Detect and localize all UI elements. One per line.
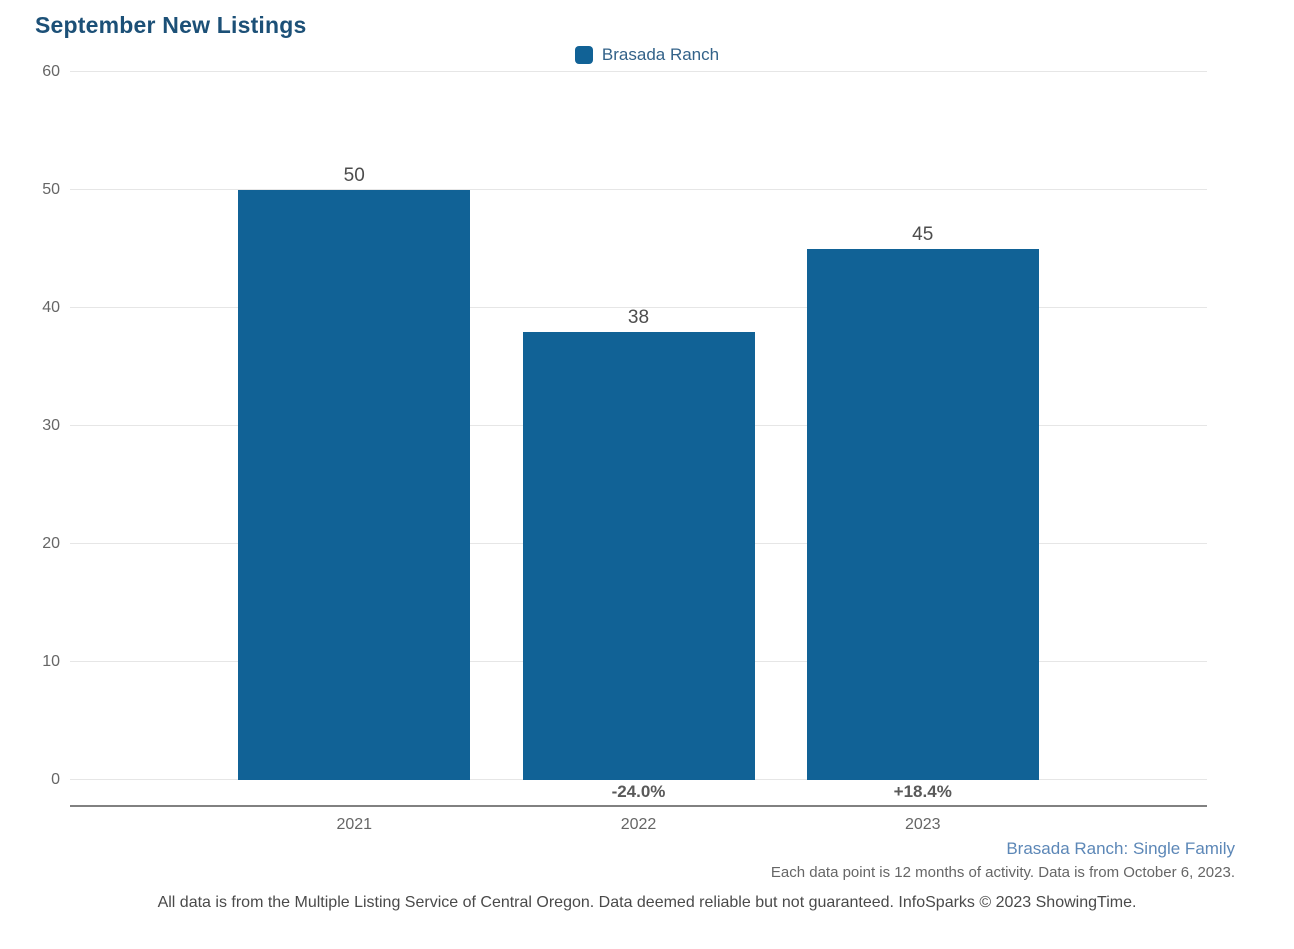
footer-disclaimer: All data is from the Multiple Listing Se… [157,894,1137,911]
legend-item-brasada-ranch[interactable]: Brasada Ranch [574,45,720,65]
bar-value-label: 45 [912,224,934,245]
pct-change-row: -24.0% +18.4% [70,782,1207,804]
y-axis: 0 10 20 30 40 50 60 [0,63,60,788]
y-tick-label: 40 [42,299,60,316]
x-tick-label: 2022 [620,816,657,833]
pct-change-label: +18.4% [893,782,952,801]
gridline [70,71,1207,72]
y-tick-label: 0 [51,771,60,788]
legend-item-label: Brasada Ranch [601,45,720,64]
plot-area: 50 38 45 [70,71,1207,780]
legend-swatch-icon [574,46,593,64]
gridline [70,189,1207,190]
x-tick-label: 2023 [904,816,941,833]
x-axis-line [70,805,1207,807]
bar-2023[interactable] [806,249,1039,780]
bar-2022[interactable] [522,331,755,780]
bar-value-label: 38 [627,306,650,328]
footer-series-note: Brasada Ranch: Single Family [1006,839,1235,858]
chart-title: September New Listings [35,12,307,38]
x-tick-label: 2021 [336,816,373,833]
pct-change-label: -24.0% [611,782,666,801]
gridline [70,307,1207,308]
bar-2021[interactable] [238,190,471,780]
bar-value-label: 50 [343,165,365,186]
legend: Brasada Ranch [0,44,1294,66]
y-tick-label: 20 [42,535,60,552]
footer-data-note: Each data point is 12 months of activity… [770,864,1235,881]
y-tick-label: 50 [42,181,60,198]
x-axis-labels: 2021 2022 2023 [70,816,1207,838]
y-tick-label: 30 [42,417,60,434]
y-tick-label: 60 [42,63,60,80]
y-tick-label: 10 [42,653,60,670]
